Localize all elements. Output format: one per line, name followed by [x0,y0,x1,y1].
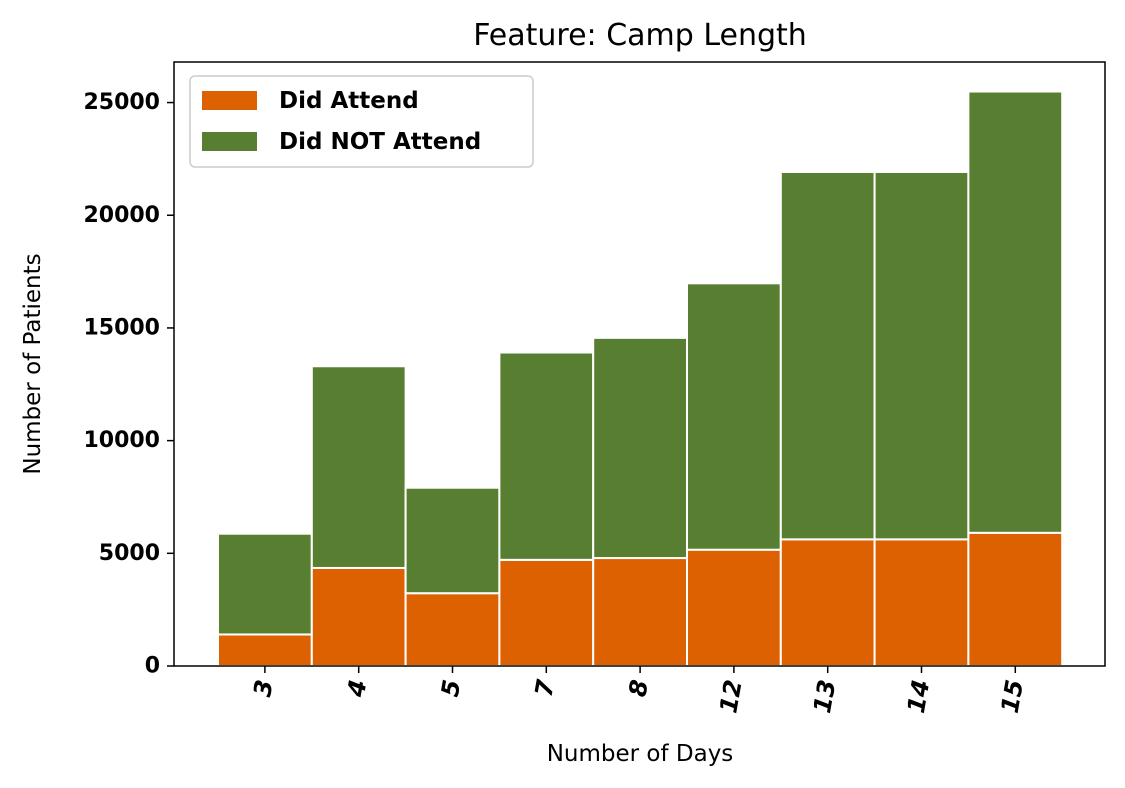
chart-title: Feature: Camp Length [473,18,807,53]
bar-attend-15 [967,531,1064,668]
legend-label: Did Attend [279,88,419,114]
bar-attend-12 [686,548,782,667]
bar-not-attend-14 [873,170,970,541]
x-tick-label: 15 [996,678,1029,716]
legend-swatch [202,132,257,151]
bars-group [217,90,1064,668]
y-axis-ticks: 0 5000 10000 15000 20000 25000 [83,90,174,679]
bar-attend-5 [404,592,501,667]
x-axis-label: Number of Days [547,741,734,767]
y-tick-label: 0 [145,654,160,679]
legend-swatch [202,91,257,110]
x-tick-label: 7 [530,677,561,699]
x-tick-label: 5 [436,678,466,699]
bar-not-attend-5 [404,486,501,595]
plot-area-frame [173,61,1106,667]
y-axis-label: Number of Patients [20,253,46,474]
y-tick-label: 15000 [83,315,160,340]
y-tick-label: 10000 [83,428,160,453]
bar-attend-7 [498,558,595,667]
bar-not-attend-7 [498,351,595,561]
bar-not-attend-8 [592,336,689,560]
x-tick-label: 4 [342,678,373,700]
bar-attend-13 [779,538,876,667]
bar-attend-8 [592,557,689,667]
x-tick-label: 3 [248,678,278,699]
bar-not-attend-15 [967,90,1064,534]
bar-attend-3 [217,633,313,667]
y-tick-label: 20000 [83,203,160,228]
legend-box [189,75,534,168]
bar-not-attend-3 [217,532,313,636]
x-tick-label: 14 [902,678,935,716]
legend: Did Attend Did NOT Attend [189,75,534,168]
x-tick-label: 13 [808,678,841,716]
bar-attend-4 [310,566,407,668]
bar-not-attend-13 [779,170,876,541]
x-axis-ticks: 3 4 5 7 8 12 13 14 15 [248,666,1029,715]
bar-attend-14 [873,538,970,667]
x-tick-label: 12 [714,678,747,716]
y-tick-label: 5000 [99,541,160,566]
legend-label: Did NOT Attend [279,129,481,155]
x-tick-label: 8 [623,678,653,699]
bar-not-attend-12 [686,282,782,551]
bar-not-attend-4 [310,365,407,569]
y-tick-label: 25000 [83,90,160,115]
